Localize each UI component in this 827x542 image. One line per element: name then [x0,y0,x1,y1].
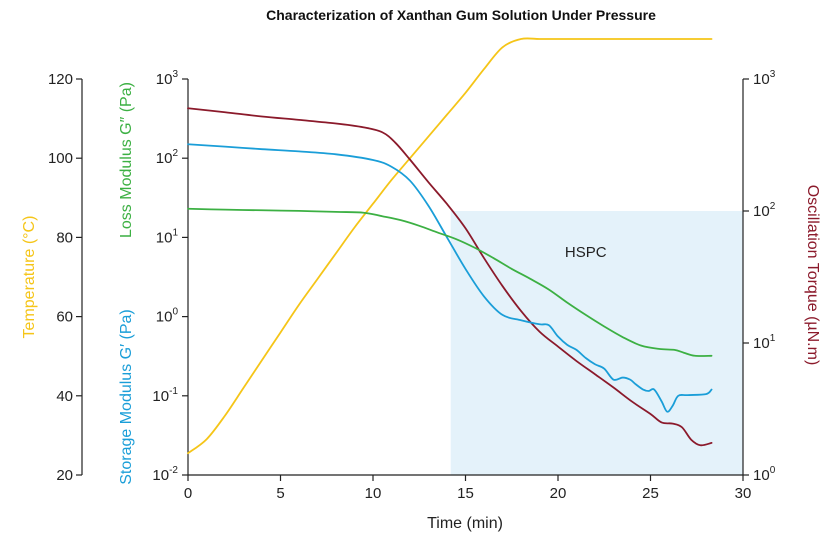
hspc-region [450,211,743,475]
x-tick-label: 20 [550,485,567,502]
temperature-tick-label: 20 [56,467,73,484]
temperature-tick-label: 120 [48,71,73,88]
series-group [187,37,713,455]
ticks-group: 0 5 10 15 20 25 30 20 40 60 80 100 120 10-2 10-1 100 101… [48,69,776,502]
torque-tick-label: 100 [753,465,776,484]
modulus-scale-series-line [187,143,713,413]
torque-axis-label: Oscillation Torque (µN.m) [804,185,821,366]
modulus-tick-label: 10-1 [152,386,178,405]
x-tick-label: 0 [184,485,192,502]
modulus-tick-label: 103 [156,69,179,88]
hspc-region-group: HSPC [450,211,743,475]
modulus-tick-label: 101 [156,227,179,246]
x-axis-label: Time (min) [427,515,503,532]
torque-tick-label: 101 [753,333,776,352]
storage-modulus-axis-label: Storage Modulus G′ (Pa) [118,309,135,485]
x-tick-label: 25 [642,485,659,502]
x-tick-label: 5 [276,485,284,502]
hspc-label: HSPC [565,244,607,261]
temperature-axis-label: Temperature (°C) [21,216,38,339]
loss-modulus-axis-label: Loss Modulus G″ (Pa) [118,82,135,238]
temperature-tick-label: 40 [56,388,73,405]
modulus-tick-label: 100 [156,307,179,326]
x-tick-label: 10 [365,485,382,502]
x-tick-label: 15 [457,485,474,502]
torque-tick-label: 102 [753,201,776,220]
temperature-series-line [187,37,713,455]
temperature-tick-label: 80 [56,229,73,246]
temperature-tick-label: 60 [56,309,73,326]
modulus-tick-label: 102 [156,148,179,167]
torque-tick-label: 103 [753,69,776,88]
modulus-tick-label: 10-2 [152,465,178,484]
modulus-scale-series-line [187,207,713,357]
x-tick-label: 30 [735,485,752,502]
temperature-tick-label: 100 [48,150,73,167]
chart-title: Characterization of Xanthan Gum Solution… [266,7,656,23]
torque-series-line [187,107,713,447]
